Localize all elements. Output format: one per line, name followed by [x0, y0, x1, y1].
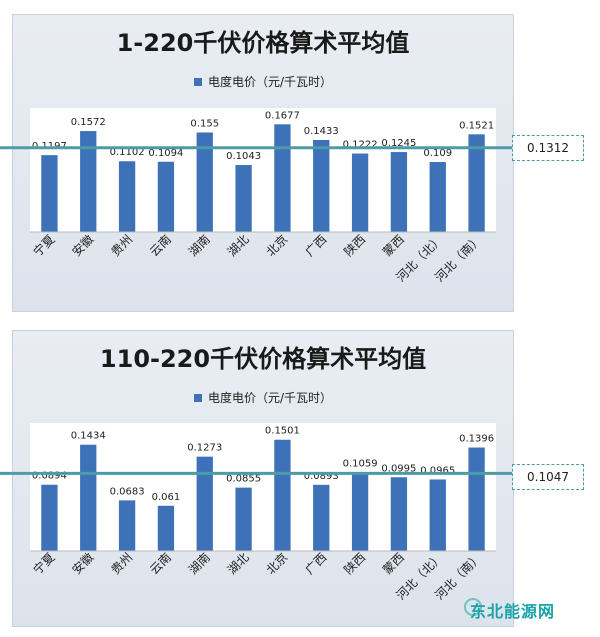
- category-label-1-8: 广西: [302, 232, 329, 259]
- bar-2-1: [41, 484, 58, 551]
- bar-1-12: [468, 134, 485, 232]
- legend-swatch-2: [193, 393, 202, 402]
- value-label-2-12: 0.1396: [459, 434, 494, 445]
- value-label-2-5: 0.1273: [187, 443, 222, 454]
- category-label-1-2: 安徽: [69, 232, 97, 260]
- value-label-2-7: 0.1501: [265, 426, 300, 437]
- category-label-2-9: 陕西: [341, 550, 369, 578]
- legend-label-1: 电度电价（元/千瓦时）: [207, 75, 333, 89]
- category-label-1-9: 陕西: [341, 232, 369, 260]
- category-label-2-5: 湖南: [185, 550, 213, 578]
- average-callout-1: 0.1312: [512, 135, 584, 161]
- value-label-2-11: 0.0965: [420, 465, 455, 476]
- value-label-2-6: 0.0855: [226, 474, 261, 485]
- legend-1: 电度电价（元/千瓦时）: [13, 73, 513, 90]
- legend-2: 电度电价（元/千瓦时）: [13, 389, 513, 406]
- bar-1-11: [429, 162, 446, 232]
- average-callout-2: 0.1047: [512, 464, 584, 490]
- category-label-1-4: 云南: [146, 232, 174, 260]
- bar-2-9: [351, 472, 369, 551]
- bar-1-4: [157, 161, 175, 232]
- category-label-2-6: 湖北: [224, 550, 252, 578]
- value-label-2-3: 0.0683: [110, 486, 145, 497]
- bar-2-11: [429, 479, 446, 551]
- value-label-1-7: 0.1677: [265, 110, 300, 121]
- value-label-1-8: 0.1433: [304, 126, 339, 137]
- bar-2-10: [390, 477, 408, 551]
- bar-1-7: [274, 124, 291, 232]
- value-label-1-9: 0.1222: [343, 140, 378, 151]
- value-label-2-8: 0.0893: [304, 471, 339, 482]
- watermark-logo-icon: [464, 598, 482, 616]
- category-label-2-4: 云南: [146, 550, 174, 578]
- category-label-1-3: 贵州: [108, 232, 135, 259]
- category-label-1-10: 蒙西: [380, 232, 407, 259]
- bar-2-4: [157, 505, 175, 551]
- category-label-2-3: 贵州: [108, 550, 135, 577]
- value-label-1-4: 0.1094: [148, 148, 183, 159]
- bar-2-2: [80, 444, 97, 551]
- category-label-2-10: 蒙西: [380, 550, 407, 577]
- category-label-1-6: 湖北: [224, 232, 252, 260]
- bar-2-8: [313, 484, 330, 551]
- bar-2-7: [274, 439, 291, 551]
- bar-1-5: [196, 132, 213, 232]
- category-label-1-1: 宁夏: [30, 232, 58, 260]
- value-label-1-3: 0.1102: [110, 147, 145, 158]
- bar-2-3: [118, 500, 136, 551]
- value-label-2-2: 0.1434: [71, 431, 106, 442]
- legend-label-2: 电度电价（元/千瓦时）: [207, 391, 333, 405]
- category-label-2-1: 宁夏: [30, 550, 58, 578]
- category-label-1-5: 湖南: [185, 232, 213, 260]
- chart-title-2: 110-220千伏价格算术平均值: [99, 345, 427, 373]
- bar-1-9: [351, 153, 369, 232]
- bar-1-8: [313, 139, 330, 232]
- chart-title-1: 1-220千伏价格算术平均值: [116, 29, 410, 57]
- value-label-1-6: 0.1043: [226, 151, 261, 162]
- bar-2-12: [468, 447, 485, 551]
- value-label-1-12: 0.1521: [459, 120, 494, 131]
- value-label-1-10: 0.1245: [381, 138, 416, 149]
- bar-2-6: [235, 487, 252, 551]
- value-label-1-11: 0.109: [423, 148, 452, 159]
- category-label-2-2: 安徽: [69, 550, 97, 578]
- watermark: 东北能源网: [470, 602, 556, 621]
- value-label-2-4: 0.061: [152, 492, 181, 503]
- value-label-1-2: 0.1572: [71, 117, 106, 128]
- bar-1-10: [390, 152, 408, 232]
- bar-1-2: [80, 131, 97, 232]
- bar-1-3: [118, 161, 136, 232]
- bar-2-5: [196, 456, 213, 551]
- category-label-2-7: 北京: [264, 550, 291, 577]
- value-label-2-10: 0.0995: [381, 463, 416, 474]
- legend-swatch-1: [193, 77, 202, 86]
- category-label-2-8: 广西: [302, 550, 329, 577]
- value-label-2-1: 0.0894: [32, 471, 67, 482]
- value-label-1-5: 0.155: [190, 118, 219, 129]
- value-label-2-9: 0.1059: [343, 459, 378, 470]
- bar-1-1: [41, 155, 58, 232]
- category-label-1-7: 北京: [264, 232, 291, 259]
- bar-1-6: [235, 165, 252, 232]
- plot-area-2: [30, 423, 496, 551]
- plot-area-1: [30, 108, 496, 232]
